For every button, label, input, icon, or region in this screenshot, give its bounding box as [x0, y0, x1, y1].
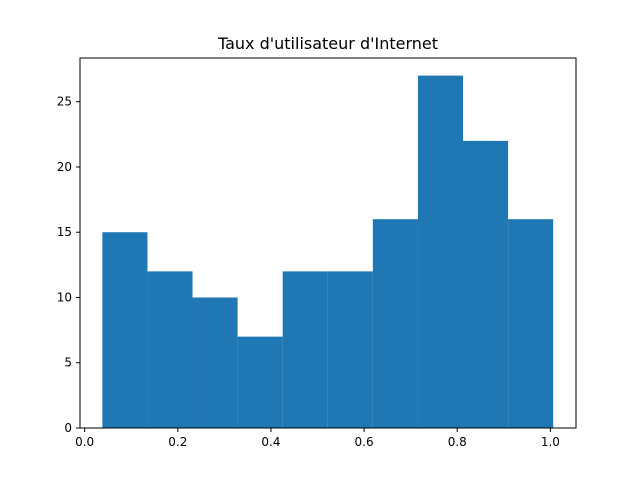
y-tick-label: 15: [57, 225, 72, 239]
x-tick-label: 0.4: [261, 435, 280, 449]
histogram-bar: [417, 75, 464, 428]
y-tick-label: 20: [57, 160, 72, 174]
y-tick-label: 5: [64, 356, 72, 370]
x-tick-label: 0.0: [75, 435, 94, 449]
bars-group: [102, 75, 554, 428]
y-tick-label: 10: [57, 290, 72, 304]
histogram-bar: [237, 336, 283, 428]
y-axis: 0 5 10 15 20 25: [57, 95, 80, 435]
histogram-bar: [102, 232, 148, 428]
x-tick-label: 0.6: [355, 435, 374, 449]
histogram-bar: [372, 219, 418, 428]
y-tick-label: 0: [64, 421, 72, 435]
chart-title: Taux d'utilisateur d'Internet: [217, 34, 438, 53]
y-tick-label: 25: [57, 95, 72, 109]
plot-area-frame: [79, 57, 577, 429]
histogram-bar: [192, 297, 238, 428]
histogram-bar: [147, 271, 193, 428]
x-tick-label: 0.2: [168, 435, 187, 449]
x-tick-label: 1.0: [541, 435, 560, 449]
x-tick-label: 0.8: [448, 435, 467, 449]
histogram-bar: [327, 271, 373, 428]
x-axis: 0.0 0.2 0.4 0.6 0.8 1.0: [75, 428, 560, 449]
histogram-bar: [508, 219, 554, 428]
histogram-bar: [463, 140, 509, 428]
histogram-bar: [282, 271, 328, 428]
